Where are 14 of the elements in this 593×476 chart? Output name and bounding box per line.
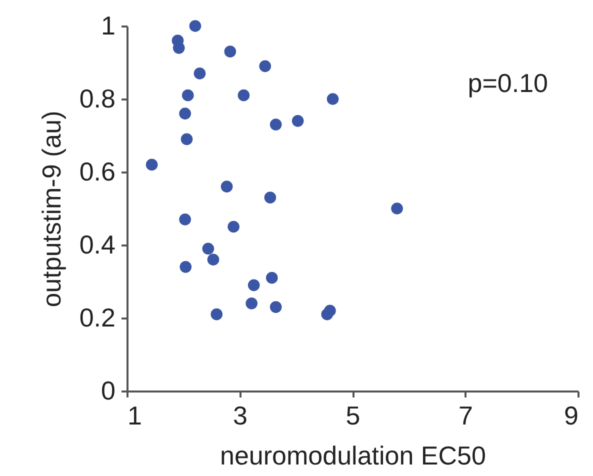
y-tick-label: 0.2: [79, 302, 116, 332]
annotation: p=0.10: [468, 68, 548, 98]
y-tick-label: 0.8: [79, 84, 116, 114]
y-axis-title: outputstim-9 (au): [36, 110, 66, 308]
y-tick-label: 0.4: [79, 230, 116, 260]
y-tick-label: 0.6: [79, 156, 116, 186]
x-tick-label: 1: [128, 400, 142, 430]
x-tick-label: 7: [458, 400, 473, 430]
x-tick-label: 3: [233, 400, 248, 430]
y-tick-label: 0: [101, 376, 116, 406]
y-tick-label: 1: [101, 10, 116, 40]
x-axis-title: neuromodulation EC50: [220, 440, 486, 470]
x-tick-label: 9: [564, 400, 578, 430]
x-tick-label: 5: [346, 400, 360, 430]
